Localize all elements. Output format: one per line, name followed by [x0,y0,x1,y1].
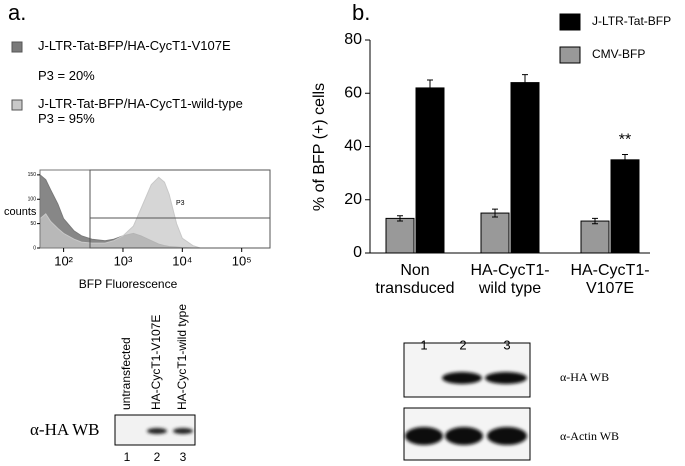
panel-label: a. [8,0,26,25]
y-tick-label: 0 [353,244,362,261]
bar [480,212,510,254]
legend-swatch [11,99,23,111]
x-tick-label: HA-CycT1-wild type [470,262,550,298]
legend-label: CMV-BFP [592,47,645,61]
x-tick-label: 10² [54,253,73,268]
gate [89,169,271,249]
band [487,427,527,445]
error-bar [427,79,433,97]
x-tick-label: 10⁴ [172,253,192,268]
y-tick-label: 20 [344,191,362,208]
lane-number: 3 [180,450,187,464]
bar [580,220,610,254]
lane-label: HA-CycT1-V107E [149,315,163,410]
legend-label: J-LTR-Tat-BFP/HA-CycT1-V107E [38,38,231,53]
row-label: α-Actin WB [560,429,619,443]
lane-number: 2 [154,450,161,464]
y-tick-label: 50 [30,221,36,227]
lane-label: untransfected [119,337,133,410]
x-tick-label: HA-CycT1-V107E [570,262,650,298]
bar [385,217,415,254]
bar [610,159,640,254]
gate-label: P3 [176,200,185,207]
row-label: α-HA WB [30,420,100,439]
y-tick-label: 150 [28,172,37,178]
error-bar [592,217,598,225]
x-tick-label: 10³ [114,253,133,268]
bar [415,87,445,254]
y-tick-label: 0 [33,245,36,251]
band [485,372,527,384]
y-axis-title: % of BFP (+) cells [311,83,328,211]
y-tick-label: 40 [344,138,362,155]
band [147,428,167,434]
lane-label: HA-CycT1-wild type [175,304,189,410]
blot-frame [403,342,531,398]
x-tick-label: Non transduced [375,262,455,298]
annotation: ** [619,132,631,149]
legend-note: P3 = 95% [38,111,95,126]
x-axis-title: BFP Fluorescence [79,277,178,291]
error-bar [397,215,403,222]
row-label: α-HA WB [560,370,609,384]
error-bar [522,74,528,92]
legend-label: J-LTR-Tat-BFP [592,14,671,28]
band [442,372,482,384]
band [405,427,443,445]
lane-number: 2 [459,337,466,352]
y-tick-label: 100 [28,197,37,203]
lane-number: 3 [503,337,510,352]
band [445,427,483,445]
y-tick-label: 60 [344,84,362,101]
y-axis-title: counts [4,206,37,218]
error-bar [622,153,628,166]
x-tick-label: 10⁵ [232,253,252,268]
histogram-area [39,176,201,249]
legend-swatch [559,13,581,31]
legend-swatch [11,41,23,53]
error-bar [492,208,498,218]
lane-number: 1 [420,337,427,352]
panel-label: b. [352,0,370,25]
legend-label: J-LTR-Tat-BFP/HA-CycT1-wild-type [38,96,243,111]
legend-note: P3 = 20% [38,68,95,83]
bar [510,82,540,254]
legend-swatch [559,46,581,64]
y-tick-label: 80 [344,31,362,48]
lane-number: 1 [124,450,131,464]
band [173,428,193,434]
